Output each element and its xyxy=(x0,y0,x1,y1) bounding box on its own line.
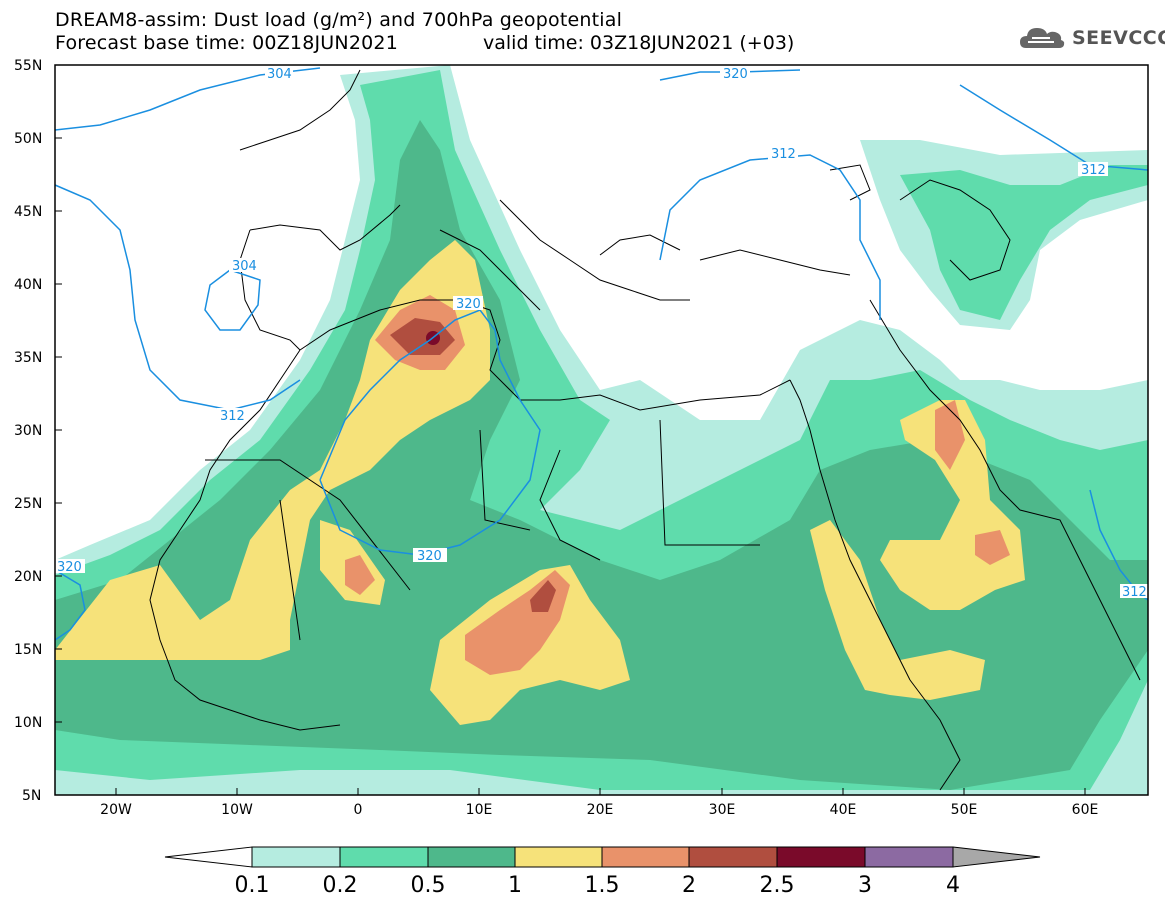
colorbar-swatch xyxy=(427,846,516,868)
contour-label: 312 xyxy=(220,409,245,424)
colorbar-label: 0.2 xyxy=(323,873,358,898)
lon-label: 50E xyxy=(951,802,978,818)
contour-labels: 304 320 312 304 320 312 320 320 312 312 xyxy=(55,66,1148,600)
lat-labels: 55N 50N 45N 40N 35N 30N 25N 20N 15N 10N … xyxy=(14,58,42,804)
colorbar-label: 4 xyxy=(946,873,960,898)
colorbar-min-arrow xyxy=(164,846,253,868)
cloud-logo-icon xyxy=(1020,28,1065,48)
lat-label: 50N xyxy=(14,131,42,147)
colorbar-label: 0.1 xyxy=(235,873,270,898)
lon-label: 10W xyxy=(221,802,253,818)
lon-label: 0 xyxy=(354,802,363,818)
lat-label: 55N xyxy=(14,58,42,74)
colorbar-label: 0.5 xyxy=(411,873,446,898)
colorbar-label: 1.5 xyxy=(585,873,620,898)
seevccc-logo: SEEVCCC xyxy=(1018,24,1165,52)
contour-label: 312 xyxy=(1122,585,1147,600)
lat-label: 35N xyxy=(14,350,42,366)
colorbar-label: 1 xyxy=(508,873,522,898)
dust-field: 304 320 312 304 320 312 320 320 312 312 xyxy=(55,65,1148,795)
colorbar xyxy=(164,846,1041,868)
colorbar-labels: 0.1 0.2 0.5 1 1.5 2 2.5 3 4 xyxy=(235,873,961,898)
colorbar-swatch xyxy=(339,846,429,868)
colorbar-max-arrow xyxy=(952,846,1041,868)
contour-label: 320 xyxy=(723,67,748,82)
lat-label: 25N xyxy=(14,496,42,512)
colorbar-swatch xyxy=(688,846,778,868)
colorbar-swatch xyxy=(251,846,341,868)
colorbar-label: 2 xyxy=(682,873,696,898)
lon-label: 20E xyxy=(587,802,614,818)
logo-text: SEEVCCC xyxy=(1072,27,1165,49)
dust-region-1-5-c xyxy=(345,555,375,595)
colorbar-swatch xyxy=(864,846,954,868)
lat-label: 10N xyxy=(14,715,42,731)
lon-label: 40E xyxy=(830,802,857,818)
lon-label: 10E xyxy=(466,802,493,818)
forecast-base-time: Forecast base time: 00Z18JUN2021 xyxy=(55,32,398,54)
map-title: DREAM8-assim: Dust load (g/m²) and 700hP… xyxy=(55,9,623,31)
contour-label: 320 xyxy=(417,549,442,564)
contour-label: 304 xyxy=(232,259,257,274)
contour-label: 312 xyxy=(771,147,796,162)
coastlines xyxy=(149,69,1141,791)
dust-region-2-b xyxy=(530,580,556,612)
lat-label: 40N xyxy=(14,277,42,293)
lat-label: 15N xyxy=(14,642,42,658)
dust-region-2 xyxy=(390,318,455,355)
lat-label: 20N xyxy=(14,569,42,585)
lon-axis xyxy=(115,788,1086,795)
valid-time: valid time: 03Z18JUN2021 (+03) xyxy=(483,32,795,54)
dust-region-1-5-d xyxy=(975,530,1010,565)
dust-region-0-2-north xyxy=(900,165,1148,320)
colorbar-label: 3 xyxy=(858,873,872,898)
lon-labels: 20W 10W 0 10E 20E 30E 40E 50E 60E xyxy=(100,802,1098,818)
colorbar-swatch xyxy=(514,846,603,868)
lon-label: 30E xyxy=(709,802,736,818)
dust-region-1-d xyxy=(810,520,985,700)
lat-label: 45N xyxy=(14,204,42,220)
contour-label: 312 xyxy=(1081,163,1106,178)
colorbar-swatch xyxy=(601,846,690,868)
lat-label: 30N xyxy=(14,423,42,439)
lat-axis xyxy=(55,64,62,796)
lon-label: 60E xyxy=(1072,802,1099,818)
colorbar-label: 2.5 xyxy=(760,873,795,898)
lat-label: 5N xyxy=(22,788,41,804)
contour-label: 304 xyxy=(267,67,292,82)
contour-label: 320 xyxy=(456,297,481,312)
lon-label: 20W xyxy=(100,802,132,818)
contour-label: 320 xyxy=(57,560,82,575)
colorbar-swatch xyxy=(776,846,866,868)
